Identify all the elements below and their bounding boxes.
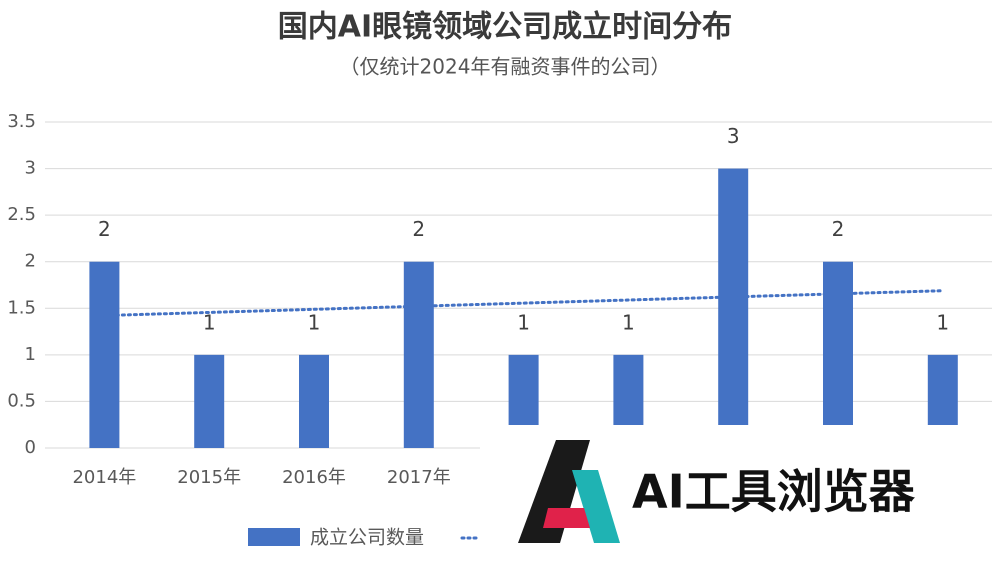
x-tick-label: 2016年 [282,467,346,488]
bar [823,261,853,448]
chart-subtitle: （仅统计2024年有融资事件的公司） [340,55,671,79]
chart-title: 国内AI眼镜领域公司成立时间分布 [278,10,732,45]
y-tick-label: 0.5 [7,390,36,411]
data-label: 3 [727,124,740,148]
x-tick-label: 2017年 [387,467,451,488]
trendline [102,289,945,318]
logo-overlay: AI工具浏览器 [480,425,1000,561]
logo-shape [572,470,620,543]
y-tick-label: 2 [25,251,36,272]
data-label: 1 [622,310,635,334]
data-label: 1 [517,310,530,334]
legend-label: 成立公司数量 [310,527,424,549]
bar [403,261,434,448]
y-tick-label: 3 [25,158,36,179]
data-label: 1 [203,310,216,334]
logo-text: AI工具浏览器 [632,465,916,519]
data-label: 2 [98,217,111,241]
y-tick-label: 2.5 [7,204,36,225]
data-label: 1 [308,310,321,334]
x-tick-label: 2015年 [177,467,241,488]
legend-swatch [248,528,300,546]
bar [299,354,329,448]
y-tick-label: 3.5 [7,111,36,132]
logo-shape [543,508,590,528]
data-label: 2 [412,217,425,241]
data-label: 1 [936,310,949,334]
bar [718,168,749,449]
y-tick-label: 1 [25,344,36,365]
x-tick-label: 2014年 [72,467,136,488]
y-tick-label: 0 [25,437,36,458]
y-tick-label: 1.5 [7,297,36,318]
logo-shape [518,440,590,543]
data-label: 2 [832,217,845,241]
bar [194,354,225,448]
bar [89,261,120,448]
